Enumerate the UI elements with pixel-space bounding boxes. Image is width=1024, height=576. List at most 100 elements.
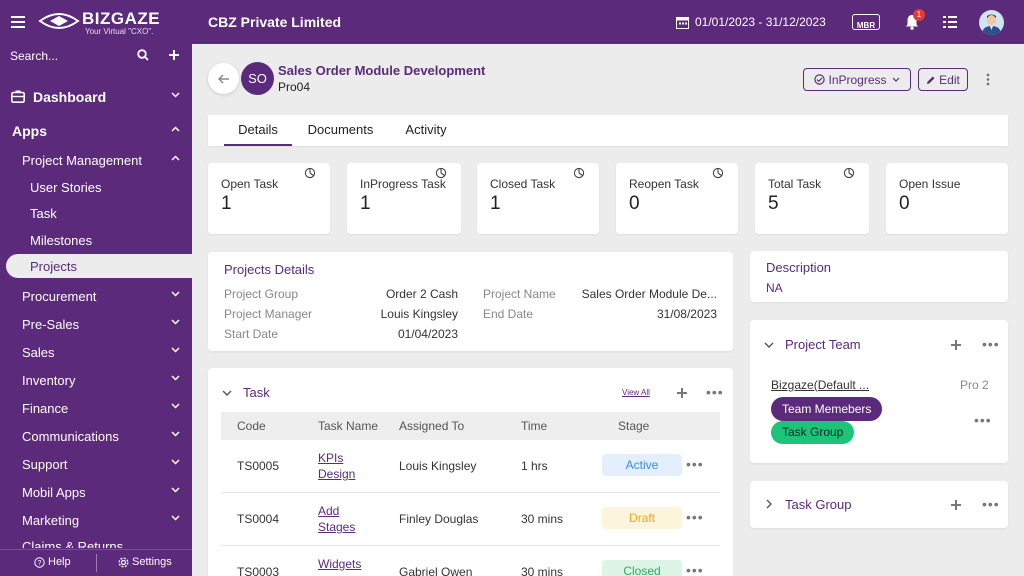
stat-value: 5 — [768, 193, 779, 214]
sidebar-item-claims-returns[interactable]: Claims & Returns — [0, 534, 192, 548]
date-range-text: 01/01/2023 - 31/12/2023 — [695, 15, 826, 29]
sidebar-item-dashboard[interactable]: Dashboard — [0, 84, 192, 110]
sidebar-item-inventory[interactable]: Inventory — [0, 367, 192, 393]
sidebar-label-project-management: Project Management — [22, 153, 142, 168]
member-more-icon[interactable]: ••• — [974, 412, 992, 428]
sidebar-item-milestones[interactable]: Milestones — [0, 227, 192, 253]
add-icon[interactable] — [166, 47, 182, 63]
sidebar-item-task[interactable]: Task — [0, 200, 192, 226]
row-more-icon[interactable]: ••• — [686, 509, 704, 525]
more-options-icon[interactable]: ••• — [706, 384, 724, 400]
project-code: Pro04 — [278, 80, 311, 94]
back-button[interactable] — [208, 63, 239, 94]
stat-card-open-task[interactable]: Open Task 1 — [208, 163, 330, 234]
sidebar-item-procurement[interactable]: Procurement — [0, 283, 192, 309]
top-bar: BIZGAZE Your Virtual "CXO". CBZ Private … — [0, 0, 1024, 44]
sidebar-item-project-management[interactable]: Project Management — [0, 147, 192, 173]
task-name-link[interactable]: Widgets — [318, 557, 362, 571]
user-avatar[interactable] — [979, 10, 1004, 35]
task-list-icon[interactable] — [941, 12, 959, 32]
table-row[interactable]: TS0004 Add Stages Finley Douglas 30 mins… — [221, 493, 720, 546]
hamburger-menu-icon[interactable] — [8, 12, 28, 32]
stat-card-open-issue[interactable]: Open Issue 0 — [886, 163, 1008, 234]
more-options-icon[interactable]: ••• — [982, 496, 1000, 512]
add-task-icon[interactable] — [675, 386, 689, 400]
task-name-link[interactable]: Stages — [318, 520, 356, 534]
more-options-icon[interactable]: ••• — [982, 336, 1000, 352]
arrow-left-icon — [217, 73, 229, 84]
help-button[interactable]: ? Help — [34, 556, 71, 568]
help-icon: ? — [34, 556, 45, 568]
stat-value: 0 — [629, 193, 640, 214]
dashboard-icon — [11, 90, 25, 103]
tab-documents[interactable]: Documents — [298, 115, 383, 146]
page-title: Sales Order Module Development — [278, 63, 486, 78]
status-dropdown[interactable]: InProgress — [803, 68, 911, 91]
sidebar-item-user-stories[interactable]: User Stories — [0, 174, 192, 200]
tab-label: Activity — [405, 122, 447, 137]
tab-activity[interactable]: Activity — [391, 115, 461, 146]
stat-card-reopen-task[interactable]: Reopen Task 0 — [616, 163, 738, 234]
sidebar-label-dashboard: Dashboard — [33, 89, 107, 105]
edit-button[interactable]: Edit — [918, 68, 968, 91]
task-name-link[interactable]: Add — [318, 504, 340, 518]
task-name-link[interactable]: Design — [318, 467, 356, 481]
stage-badge: Active — [602, 454, 682, 476]
end-date-label: End Date — [483, 307, 534, 321]
chevron-down-icon — [171, 515, 180, 521]
search-icon[interactable] — [136, 48, 150, 62]
row-more-icon[interactable]: ••• — [686, 562, 704, 576]
stat-label: InProgress Task — [360, 177, 446, 191]
sidebar-item-projects[interactable]: Projects — [6, 254, 192, 278]
sidebar-footer: ? Help Settings — [0, 549, 192, 576]
settings-button[interactable]: Settings — [118, 556, 172, 568]
project-team-card: Project Team ••• Bizgaze(Default ... Pro… — [750, 320, 1008, 463]
sidebar-item-finance[interactable]: Finance — [0, 395, 192, 421]
stat-card-inprogress-task[interactable]: InProgress Task 1 — [347, 163, 461, 234]
mbr-button[interactable]: MBR — [852, 14, 880, 30]
stat-card-closed-task[interactable]: Closed Task 1 — [477, 163, 599, 234]
task-group-tag[interactable]: Task Group — [771, 421, 855, 444]
chevron-down-icon — [171, 459, 180, 465]
task-time: 1 hrs — [521, 459, 548, 473]
task-name-link[interactable]: KPIs — [318, 451, 344, 465]
stat-label: Open Task — [221, 177, 279, 191]
search-box[interactable]: Search... — [0, 44, 192, 68]
view-all-link[interactable]: View All — [622, 388, 650, 397]
stage-badge: Draft — [602, 507, 682, 529]
table-row[interactable]: TS0005 KPIs Design Louis Kingsley 1 hrs … — [221, 440, 720, 493]
sidebar-label: Marketing — [22, 513, 80, 528]
row-more-icon[interactable]: ••• — [686, 456, 704, 472]
sidebar-item-pre-sales[interactable]: Pre-Sales — [0, 311, 192, 337]
add-task-group-icon[interactable] — [949, 498, 963, 512]
column-header: Stage — [618, 419, 650, 433]
add-member-icon[interactable] — [949, 338, 963, 352]
chevron-down-icon — [171, 319, 180, 325]
main-content: SO Sales Order Module Development Pro04 … — [192, 44, 1024, 576]
brand-name: BIZGAZE — [82, 9, 161, 28]
sidebar-item-apps[interactable]: Apps — [0, 118, 192, 144]
sidebar-item-support[interactable]: Support — [0, 451, 192, 477]
sidebar-item-communications[interactable]: Communications — [0, 423, 192, 449]
section-title: Description — [766, 260, 832, 275]
sidebar-item-mobil-apps[interactable]: Mobil Apps — [0, 479, 192, 505]
sidebar-label: User Stories — [30, 180, 102, 195]
tab-details[interactable]: Details — [224, 115, 292, 146]
brand-logo[interactable]: BIZGAZE Your Virtual "CXO". — [38, 9, 161, 37]
chevron-right-icon[interactable] — [766, 499, 772, 509]
team-member-link[interactable]: Bizgaze(Default ... — [771, 378, 870, 392]
task-code: TS0003 — [237, 565, 280, 576]
sidebar-item-sales[interactable]: Sales — [0, 339, 192, 365]
team-members-tag[interactable]: Team Memebers — [771, 397, 883, 421]
more-options-icon[interactable] — [986, 73, 996, 87]
chevron-down-icon[interactable] — [764, 342, 774, 348]
date-range-picker[interactable]: 01/01/2023 - 31/12/2023 — [676, 13, 826, 31]
chevron-down-icon[interactable] — [222, 390, 232, 396]
svg-text:?: ? — [38, 560, 42, 567]
stat-card-total-task[interactable]: Total Task 5 — [755, 163, 869, 234]
sidebar-item-marketing[interactable]: Marketing — [0, 507, 192, 533]
company-name[interactable]: CBZ Private Limited — [208, 14, 342, 30]
table-row[interactable]: TS0003 Widgets Gabriel Owen 30 mins Clos… — [221, 546, 720, 576]
stat-value: 1 — [221, 193, 232, 214]
search-input[interactable]: Search... — [10, 49, 59, 63]
